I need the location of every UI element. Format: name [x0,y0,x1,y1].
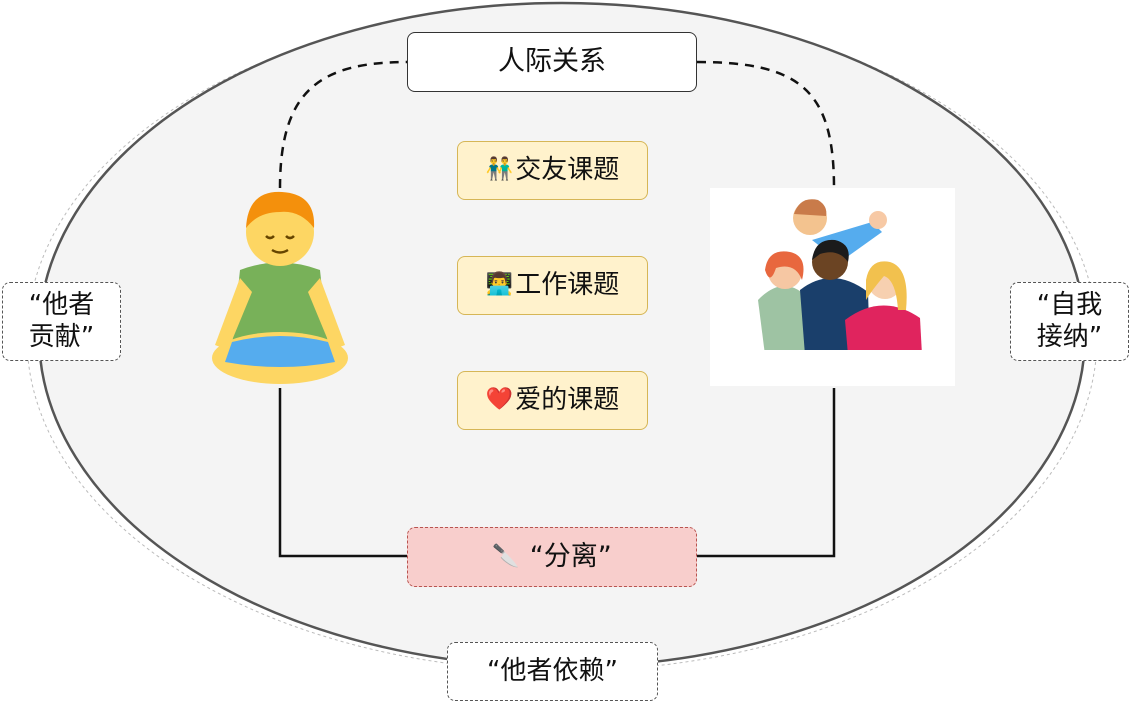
topic-box-love: ❤️ 爱的课题 [457,371,648,430]
topic-label-friendship: 交友课题 [515,154,620,185]
right-side-box: “自我 接纳” [1010,282,1129,361]
dashed-connector-left [278,60,409,189]
topic-box-work: 👨‍💻 工作课题 [457,256,648,315]
group-of-people-illustration [710,188,955,386]
separation-label: “分离” [529,540,612,572]
solid-connector-right [697,388,836,558]
technologist-icon: 👨‍💻 [485,272,514,298]
knife-icon: 🔪 [492,543,520,569]
friends-icon: 👬 [485,157,514,183]
title-label: 人际关系 [498,45,606,77]
topic-label-love: 爱的课题 [515,384,620,415]
dashed-connector-right [696,60,836,189]
meditating-person-illustration [212,191,348,384]
right-side-label: “自我 接纳” [1036,290,1103,352]
left-side-box: “他者 贡献” [2,282,121,361]
bottom-label: “他者依赖” [487,655,618,686]
separation-box: 🔪 “分离” [407,527,697,587]
solid-connector-left [278,388,408,558]
topic-box-friendship: 👬 交友课题 [457,141,648,200]
left-side-label: “他者 贡献” [28,290,95,352]
topic-label-work: 工作课题 [515,269,620,300]
title-box: 人际关系 [407,32,697,92]
heart-icon: ❤️ [485,387,514,413]
bottom-box: “他者依赖” [447,642,658,701]
